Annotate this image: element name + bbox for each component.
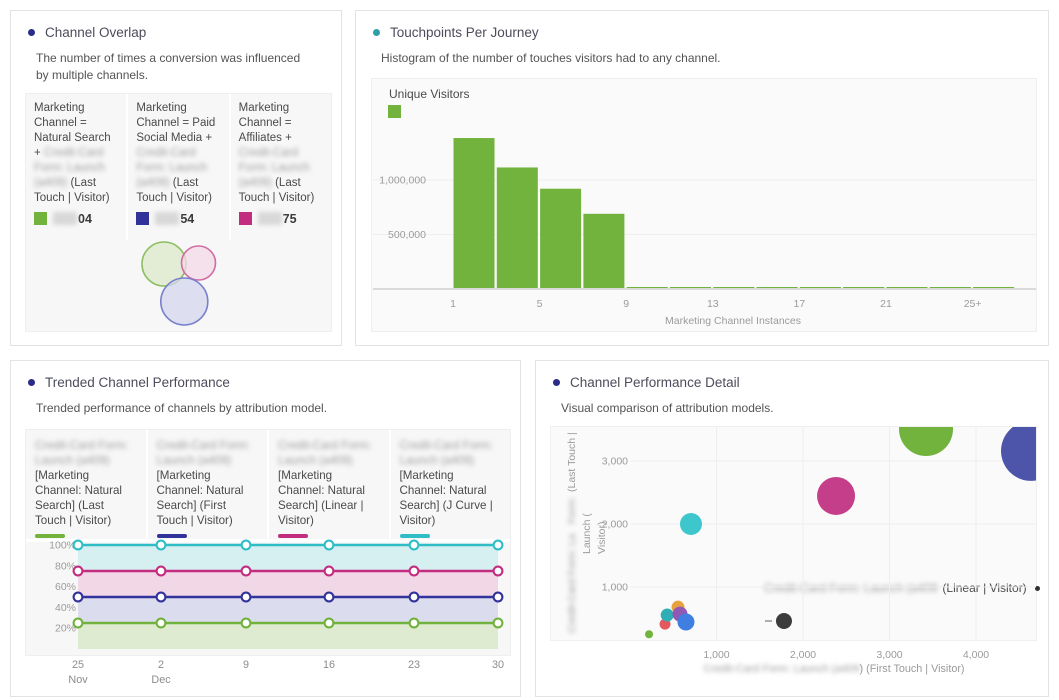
blurred-metric-name: Credit-Card Form: Launch (a409) (156, 439, 250, 468)
blurred-metric-name: Credit-Card Form: Launch (a409) (278, 439, 372, 468)
page-title: Touchpoints Per Journey (390, 25, 539, 40)
axis-tick-label: 1,000 (703, 649, 729, 661)
y-axis-label-blurred: Form: (566, 496, 578, 524)
panel-header: Touchpoints Per Journey (356, 11, 1048, 40)
panel-bullet-icon (28, 379, 35, 386)
overlap-item-label: Marketing Channel = Paid Social Media + … (136, 102, 216, 204)
bubble-card (550, 426, 1037, 641)
legend-swatch (34, 211, 47, 225)
axis-tick-label: Dec (151, 674, 171, 686)
blurred-metric-name: Credit-Card Form: Launch (a409) (35, 439, 129, 468)
overlap-legend: Marketing Channel = Natural Search + Cre… (26, 94, 331, 240)
blurred-value (155, 211, 180, 225)
legend-line-swatch (156, 534, 187, 538)
axis-tick-label: 25 (72, 659, 84, 671)
legend-swatch (136, 211, 150, 225)
blurred-segment-name: Credit-Card Form: Launch (a409) (238, 146, 310, 189)
axis-tick-label: 16 (323, 659, 335, 671)
page-title: Trended Channel Performance (45, 375, 230, 390)
y-axis-label-visitor: Visitor) (596, 521, 608, 554)
x-axis-title-blurred: Credit-Card Form: Launch (a409 (703, 663, 860, 675)
overlap-item-label: Marketing Channel = Natural Search + Cre… (34, 102, 111, 204)
panel-header: Channel Performance Detail (536, 361, 1048, 390)
x-axis-title-visible: ) (First Touch | Visitor) (859, 663, 965, 675)
panel-header: Trended Channel Performance (11, 361, 520, 390)
axis-tick-label: 4,000 (963, 649, 989, 661)
trend-item-label: Credit-Card Form: Launch (a409) [Marketi… (278, 439, 372, 528)
page-title: Channel Overlap (45, 25, 147, 40)
blurred-segment-name: Credit-Card Form: Launch (a409) (136, 146, 208, 189)
overlap-item-value: 04 (34, 211, 118, 228)
axis-tick-label: 9 (243, 659, 249, 671)
axis-tick-label: 3,000 (876, 649, 902, 661)
axis-tick-label: 23 (408, 659, 420, 671)
y-axis-label-last-touch: (Last Touch | (566, 432, 578, 492)
trend-legend-item[interactable]: Credit-Card Form: Launch (a409) [Marketi… (148, 430, 269, 539)
trend-item-label: Credit-Card Form: Launch (a409) [Marketi… (399, 439, 493, 528)
panel-bullet-icon (373, 29, 380, 36)
panel-bullet-icon (553, 379, 560, 386)
blurred-segment-name: Credit-Card Form: Launch (a409) (34, 146, 105, 189)
overlap-legend-item[interactable]: Marketing Channel = Natural Search + Cre… (26, 94, 129, 240)
overlap-value-digits: 75 (282, 211, 297, 226)
blurred-metric-name: Credit-Card Form: Launch (a409) (399, 439, 493, 468)
blurred-value (53, 211, 77, 225)
overlap-legend-item[interactable]: Marketing Channel = Affiliates + Credit-… (231, 94, 331, 240)
panel-header: Channel Overlap (11, 11, 341, 40)
legend-line-swatch (35, 534, 65, 538)
annotation-dot-icon (1034, 585, 1040, 591)
legend-label: Unique Visitors (389, 87, 470, 101)
panel-channel-overlap: Channel Overlap The number of times a co… (10, 10, 342, 346)
panel-trended-channel-performance: Trended Channel Performance Trended perf… (10, 360, 521, 697)
trend-item-label: Credit-Card Form: Launch (a409) [Marketi… (156, 439, 250, 528)
overlap-card: Marketing Channel = Natural Search + Cre… (25, 93, 332, 332)
annotation-blurred-text: Credit-Card Form: Launch (a409 (764, 581, 938, 595)
panel-bullet-icon (28, 29, 35, 36)
trend-legend-item[interactable]: Credit-Card Form: Launch (a409) [Marketi… (269, 430, 391, 539)
annotation-text: (Linear | Visitor) (942, 581, 1027, 595)
x-axis-title: Credit-Card Form: Launch (a409) (First T… (631, 663, 1037, 675)
legend-line-swatch (278, 534, 308, 538)
panel-description: Visual comparison of attribution models. (561, 401, 774, 415)
y-axis-label-blurred: Credit-Card Form: La (566, 533, 578, 633)
overlap-legend-item[interactable]: Marketing Channel = Paid Social Media + … (128, 94, 231, 240)
legend-swatch (238, 211, 252, 225)
panel-description: The number of times a conversion was inf… (36, 51, 301, 83)
linear-visitor-annotation: Credit-Card Form: Launch (a409 (Linear |… (764, 581, 1040, 595)
trend-legend-item[interactable]: Credit-Card Form: Launch (a409) [Marketi… (26, 430, 148, 539)
overlap-value-digits: 54 (180, 211, 195, 226)
histogram-card: Unique Visitors (371, 78, 1037, 332)
trend-card: Credit-Card Form: Launch (a409) [Marketi… (25, 429, 511, 656)
overlap-item-value: 75 (238, 211, 323, 228)
panel-channel-performance-detail: Channel Performance Detail Visual compar… (535, 360, 1049, 697)
axis-tick-label: Nov (68, 674, 88, 686)
trend-legend: Credit-Card Form: Launch (a409) [Marketi… (26, 430, 510, 542)
axis-tick-label: 30 (492, 659, 504, 671)
page-title: Channel Performance Detail (570, 375, 740, 390)
axis-tick-label: 2,000 (790, 649, 816, 661)
y-axis-label-launch: Launch ( (581, 513, 593, 554)
trend-legend-item[interactable]: Credit-Card Form: Launch (a409) [Marketi… (391, 430, 511, 539)
trend-item-label: Credit-Card Form: Launch (a409) [Marketi… (35, 439, 129, 528)
legend-line-swatch (399, 534, 430, 538)
panel-description: Trended performance of channels by attri… (36, 401, 328, 415)
overlap-item-value: 54 (136, 211, 220, 228)
panel-touchpoints-per-journey: Touchpoints Per Journey Histogram of the… (355, 10, 1049, 346)
overlap-value-digits: 04 (78, 211, 92, 226)
panel-description: Histogram of the number of touches visit… (381, 51, 721, 65)
overlap-item-label: Marketing Channel = Affiliates + Credit-… (238, 102, 315, 204)
blurred-value (257, 211, 282, 225)
legend-swatch[interactable] (388, 105, 401, 118)
axis-tick-label: 2 (158, 659, 164, 671)
